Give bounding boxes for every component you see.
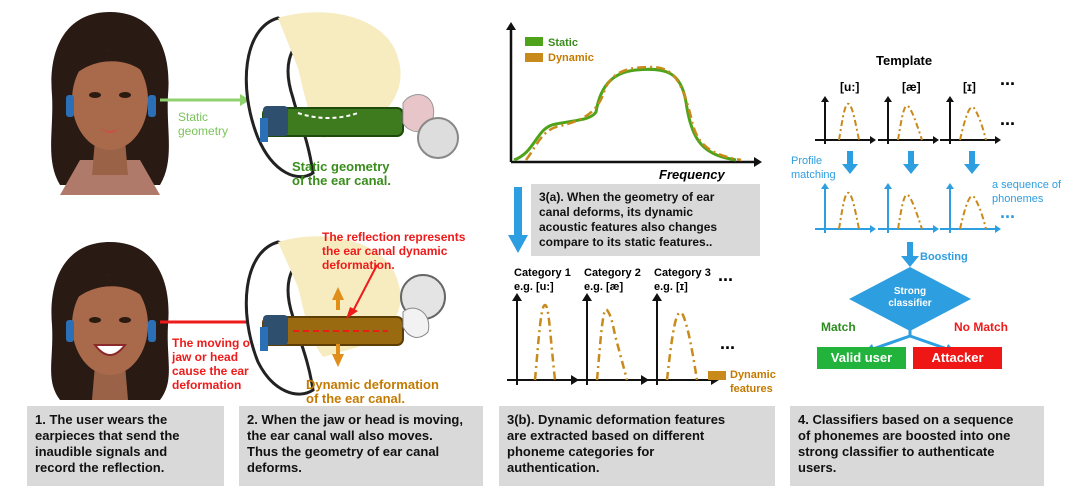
category-3-eg: e.g. [ɪ] — [654, 281, 688, 293]
category-ellipsis: ... — [718, 265, 734, 285]
reflection-label: The reflection represents the ear canal … — [322, 230, 466, 272]
dynamic-deformation-title: Dynamic deformation of the ear canal. — [306, 377, 439, 406]
template-plot-ellipsis: ... — [1000, 109, 1016, 129]
sequence-plot-2 — [878, 183, 939, 233]
ear-diagram-dynamic — [244, 236, 446, 396]
profile-arrow-3 — [964, 151, 980, 174]
phoneme-ellipsis: ... — [1000, 69, 1016, 89]
frequency-chart — [506, 22, 762, 167]
sequence-plot-1 — [815, 183, 876, 233]
caption-3a: 3(a). When the geometry of ear canal def… — [531, 184, 760, 256]
caption-2: 2. When the jaw or head is moving, the e… — [239, 406, 483, 486]
caption-4: 4. Classifiers based on a sequence of ph… — [790, 406, 1044, 486]
template-plot-1 — [815, 96, 876, 144]
legend-static: Static — [548, 37, 578, 49]
category-2-name: Category 2 — [584, 267, 641, 279]
sequence-plot-3 — [940, 183, 1001, 233]
reflection-pointer — [346, 264, 378, 319]
sequence-label: a sequence of phonemes — [992, 179, 1062, 205]
profile-arrow-1 — [842, 151, 858, 174]
caption-3b: 3(b). Dynamic deformation features are e… — [499, 406, 775, 486]
category-1-eg: e.g. [u:] — [514, 281, 554, 293]
category-3-name: Category 3 — [654, 267, 711, 279]
user-face-top — [51, 12, 169, 195]
static-curve — [513, 67, 737, 162]
template-title: Template — [876, 53, 933, 68]
phoneme-1-label: [u:] — [840, 80, 860, 94]
category-2-plot — [577, 293, 649, 385]
category-plot-ellipsis: ... — [720, 333, 736, 353]
dynamic-features-swatch — [708, 371, 726, 380]
phoneme-2-label: [æ] — [902, 80, 921, 94]
category-1-plot — [507, 293, 579, 385]
category-1-name: Category 1 — [514, 267, 571, 279]
category-2-eg: e.g. [æ] — [584, 281, 624, 293]
template-plot-2 — [878, 96, 939, 144]
frequency-axis-label: Frequency — [659, 167, 725, 182]
moving-jaw-label: The moving of jaw or head cause the ear … — [172, 336, 254, 392]
boosting-label: Boosting — [920, 251, 968, 263]
valid-user-box: Valid user — [817, 347, 906, 369]
phoneme-3-label: [ɪ] — [963, 80, 976, 94]
strong-classifier-diamond — [849, 267, 971, 331]
profile-matching-label: Profile matching — [791, 155, 836, 181]
user-face-bottom — [51, 242, 169, 400]
down-arrow-3a — [508, 187, 528, 253]
dynamic-curve — [525, 65, 742, 162]
static-geometry-title: Static geometry of the ear canal. — [292, 159, 391, 188]
attacker-box: Attacker — [913, 347, 1002, 369]
dynamic-features-label: Dynamic features — [730, 369, 776, 395]
template-plot-3 — [940, 96, 1001, 144]
strong-classifier-label: Strong classifier — [888, 286, 932, 309]
ear-diagram-static — [244, 12, 459, 179]
caption-1: 1. The user wears the earpieces that sen… — [27, 406, 224, 486]
profile-arrow-2 — [903, 151, 919, 174]
legend-dynamic: Dynamic — [548, 52, 594, 64]
static-geometry-label: Static geometry — [178, 110, 229, 138]
sequence-ellipsis: ... — [1000, 202, 1016, 222]
match-label: Match — [821, 320, 856, 334]
static-arrow — [160, 94, 250, 106]
boosting-arrow — [901, 242, 919, 267]
category-3-plot — [647, 293, 719, 385]
no-match-label: No Match — [954, 320, 1008, 334]
